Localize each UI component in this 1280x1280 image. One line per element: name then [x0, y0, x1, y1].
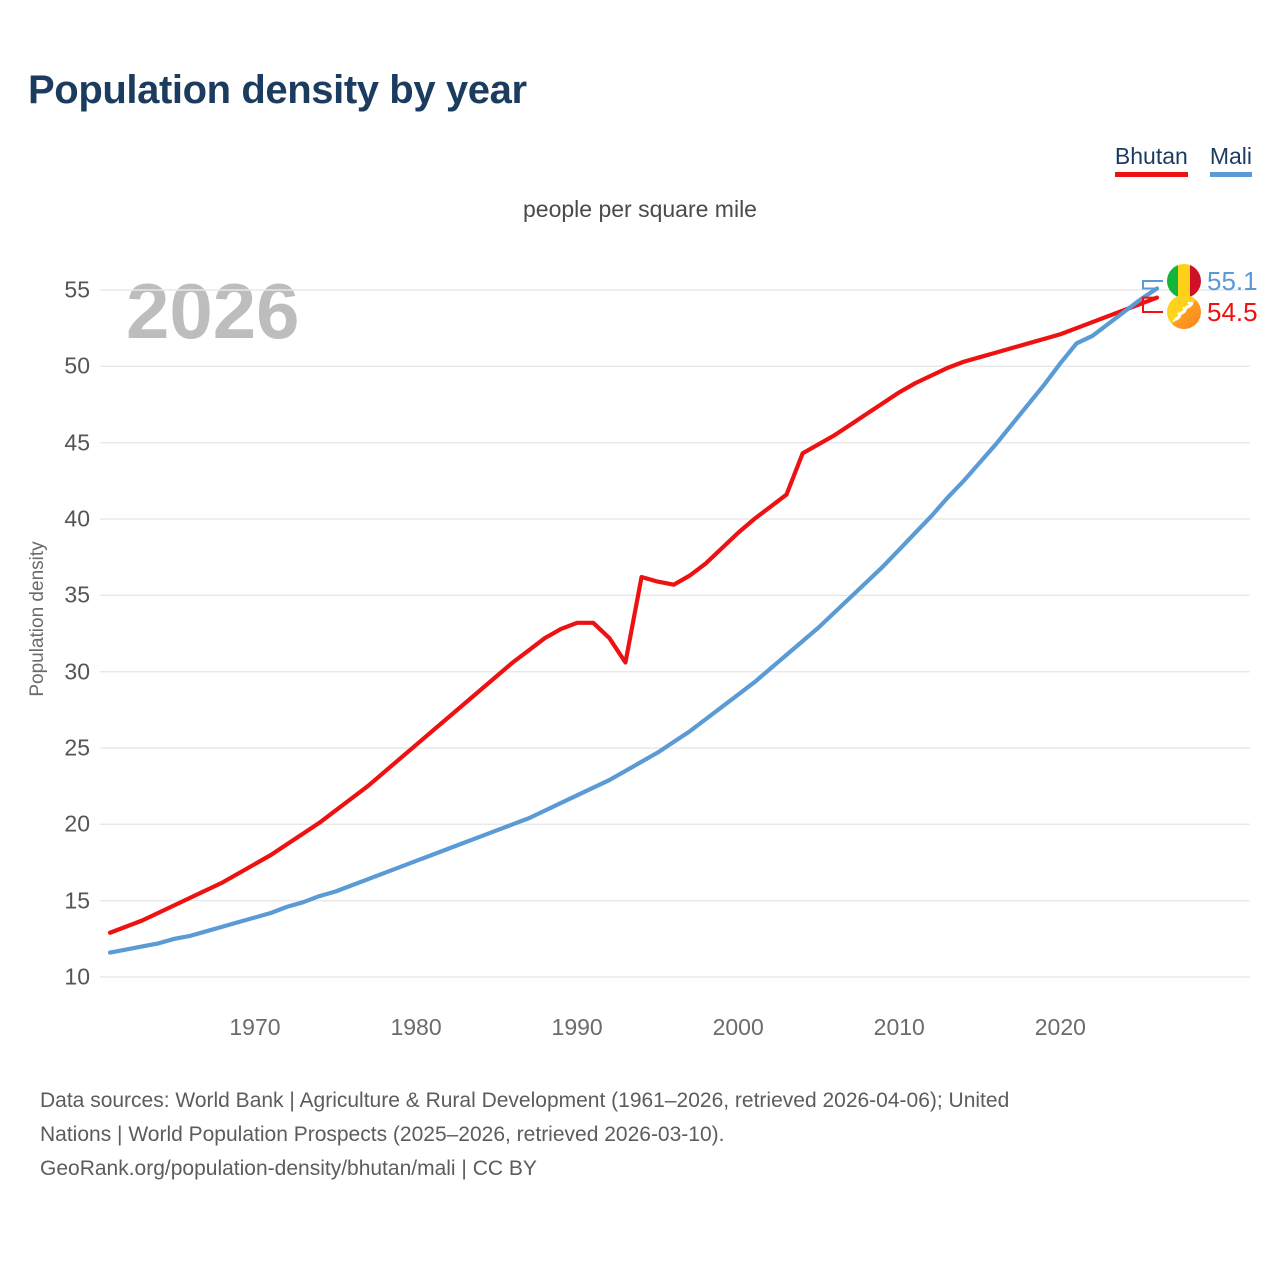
chart-subtitle: people per square mile: [523, 196, 757, 222]
end-value-mali: 55.1: [1207, 266, 1258, 296]
x-tick-2000: 2000: [712, 1014, 764, 1040]
mali-flag-icon: [1167, 264, 1201, 298]
end-value-bhutan: 54.5: [1207, 297, 1258, 327]
endpoint-connector: [1142, 280, 1163, 290]
year-watermark: 2026: [126, 267, 300, 355]
gridlines: [100, 289, 1250, 978]
legend-item-bhutan[interactable]: Bhutan: [1114, 143, 1188, 178]
x-tick-2010: 2010: [873, 1014, 925, 1040]
x-tick-2020: 2020: [1034, 1014, 1086, 1040]
y-tick-15: 15: [64, 887, 90, 914]
x-tick-1980: 1980: [390, 1014, 442, 1040]
chart-legend: Bhutan Mali: [1114, 143, 1252, 178]
x-tick-1970: 1970: [229, 1014, 281, 1040]
endpoint-connectors: [1142, 280, 1163, 313]
y-tick-40: 40: [64, 505, 90, 532]
legend-item-mali[interactable]: Mali: [1209, 143, 1252, 178]
y-tick-55: 55: [64, 276, 90, 303]
y-tick-35: 35: [64, 581, 90, 608]
y-tick-10: 10: [64, 963, 90, 990]
x-tick-1990: 1990: [551, 1014, 603, 1040]
legend-color-swatch-mali: [1209, 172, 1252, 178]
end-label-mali[interactable]: 55.1: [1167, 264, 1258, 298]
footer-sources: Data sources: World Bank | Agriculture &…: [40, 1084, 1250, 1186]
legend-label-mali: Mali: [1209, 143, 1252, 169]
y-tick-50: 50: [64, 352, 90, 379]
endpoint-connector: [1142, 296, 1163, 313]
legend-color-swatch-bhutan: [1114, 172, 1188, 178]
footer-line-3: GeoRank.org/population-density/bhutan/ma…: [40, 1157, 537, 1181]
y-tick-45: 45: [64, 429, 90, 456]
page-title: Population density by year: [28, 68, 527, 112]
series-line-mali: [107, 286, 1160, 955]
footer-line-2: Nations | World Population Prospects (20…: [40, 1123, 725, 1147]
footer-line-1: Data sources: World Bank | Agriculture &…: [40, 1089, 1010, 1112]
y-tick-25: 25: [64, 734, 90, 761]
bhutan-flag-icon: [1167, 295, 1201, 329]
legend-label-bhutan: Bhutan: [1114, 143, 1188, 169]
end-label-bhutan[interactable]: 54.5: [1167, 295, 1258, 329]
y-axis-title: Population density: [27, 541, 48, 697]
y-tick-30: 30: [64, 658, 90, 685]
series-lines: [107, 286, 1160, 955]
y-tick-20: 20: [64, 810, 90, 837]
series-line-bhutan: [107, 295, 1160, 935]
